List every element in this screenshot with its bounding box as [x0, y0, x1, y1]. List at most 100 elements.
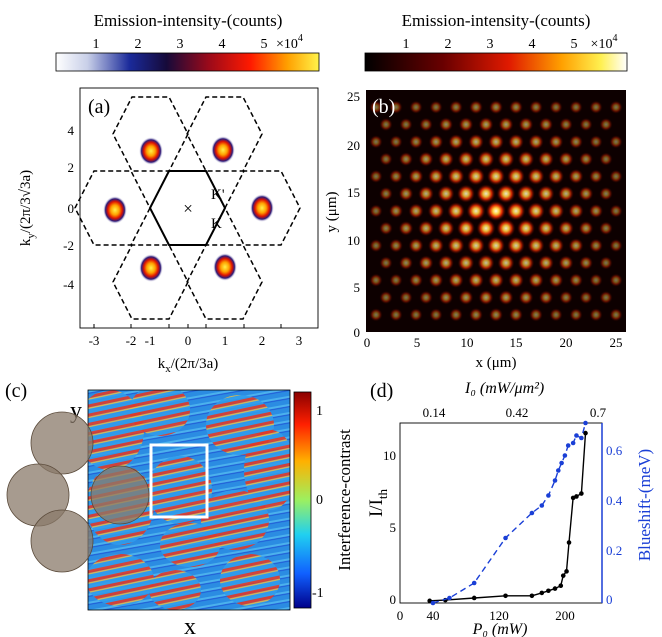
- lattice-spot: [559, 290, 573, 305]
- intensity-point: [546, 588, 551, 594]
- lattice-spot: [418, 255, 434, 271]
- lattice-spot: [529, 100, 543, 115]
- lattice-spot: [437, 185, 455, 203]
- lattice-spot: [488, 100, 504, 115]
- plot-b-xtick: 25: [610, 335, 623, 350]
- left-tick: 10: [383, 448, 396, 463]
- k-prime-label: K': [211, 187, 225, 203]
- lattice-spot: [506, 201, 526, 221]
- lattice-spot: [438, 151, 454, 168]
- lattice-spot: [516, 184, 536, 203]
- lattice-spot: [516, 219, 536, 238]
- lattice-spot: [599, 152, 613, 166]
- lattice-spot: [518, 290, 534, 305]
- lattice-spot: [448, 272, 464, 288]
- plot-b-ytick: 15: [347, 185, 360, 200]
- lattice-spot: [419, 117, 433, 132]
- lattice-spot: [469, 307, 483, 322]
- panel-a: Emission-intensity-(counts) 1 2 3 4 5 ×1…: [18, 11, 320, 375]
- lattice-spot: [589, 308, 603, 322]
- left-tick: 5: [390, 520, 397, 535]
- lattice-spot: [578, 152, 594, 167]
- plot-a-ylabel: ky/(2π/3√3a): [18, 170, 37, 246]
- lattice-spot: [528, 134, 544, 150]
- panel-label-b: (b): [372, 96, 395, 118]
- lattice-spot: [438, 254, 454, 271]
- lattice-spot: [429, 308, 443, 322]
- emission-spot: [139, 137, 163, 165]
- lattice-spot: [369, 169, 383, 183]
- intensity-point: [566, 540, 572, 545]
- lattice-spot: [548, 134, 564, 150]
- blueshift-point: [552, 478, 558, 483]
- lattice-spot: [468, 272, 484, 289]
- colorbar-c-tick: 1: [316, 404, 323, 419]
- panel-label-a: (a): [88, 96, 110, 118]
- lattice-spot: [427, 168, 445, 185]
- lattice-spot: [498, 289, 514, 306]
- plot-b-ytick: 5: [354, 280, 361, 295]
- lattice-spot: [427, 202, 445, 220]
- colorbar-b: [364, 52, 628, 72]
- lattice-spot: [529, 307, 543, 322]
- lattice-spot: [369, 100, 383, 114]
- emission-spot: [211, 136, 235, 164]
- blueshift-point: [546, 493, 551, 498]
- zone-left: [74, 170, 151, 246]
- lattice-spot: [389, 238, 403, 253]
- lattice-spot: [558, 220, 574, 237]
- lattice-spot: [467, 236, 485, 255]
- top-axis-ticks: 0.14 0.42 0.7: [423, 405, 607, 420]
- lattice-spot: [478, 116, 494, 133]
- lattice-spot: [486, 236, 506, 255]
- lattice-spot: [476, 218, 496, 238]
- fringe-patch: [149, 570, 201, 610]
- lattice-spot: [399, 290, 413, 305]
- plot-a-ytick: 0: [68, 201, 75, 216]
- lattice-spot: [388, 203, 404, 219]
- blueshift-point: [430, 600, 436, 606]
- lattice-spot: [547, 202, 565, 220]
- lattice-spot: [579, 117, 593, 132]
- plot-b-ytick: 25: [347, 89, 360, 104]
- bottom-tick: 0: [397, 608, 404, 623]
- top-tick: 0.14: [423, 405, 446, 420]
- lattice-spot: [469, 100, 483, 115]
- lattice-spot: [468, 133, 484, 150]
- emission-spot: [103, 196, 127, 224]
- plot-a-xtick: -1: [145, 333, 156, 348]
- plot-a-xtick: -2: [126, 333, 137, 348]
- intensity-point: [583, 430, 588, 436]
- colorbar-a: [55, 52, 320, 72]
- intensity-point: [560, 573, 566, 578]
- center-marker: ×: [183, 199, 193, 218]
- lattice-spot: [508, 133, 524, 150]
- lattice-spot: [509, 100, 523, 115]
- colorbar-b-tick-1: 1: [403, 37, 410, 52]
- blueshift-point: [562, 453, 568, 458]
- colorbar-a-tick-2: 2: [135, 37, 142, 52]
- pillar: [90, 465, 150, 525]
- lattice-spot: [558, 151, 574, 167]
- lattice-spot: [476, 184, 496, 204]
- plot-a-xlabel: kx/(2π/3a): [158, 356, 219, 375]
- lattice-spot: [496, 184, 516, 204]
- plot-b-xtick: 10: [461, 335, 474, 350]
- intensity-point: [552, 586, 558, 591]
- colorbar-c-ticks: 1 0 -1: [312, 404, 324, 601]
- lattice-spot: [507, 236, 525, 255]
- colorbar-b-tick-3: 3: [487, 37, 494, 52]
- colorbar-a-multiplier: ×104: [276, 33, 303, 52]
- left-axis-ticks: 0 5 10: [383, 448, 396, 607]
- lattice-spot: [438, 290, 454, 305]
- lattice-spot: [487, 272, 505, 289]
- lattice-spot: [538, 254, 554, 271]
- bottom-axis-ticks: 0 40 120 200: [397, 608, 575, 623]
- plot-a-xtick: 1: [222, 333, 229, 348]
- pillar-overlay: [6, 411, 150, 573]
- brillouin-zones: [74, 96, 301, 320]
- lattice-spot: [547, 237, 565, 254]
- lattice-spot: [599, 221, 613, 236]
- colorbar-a-tick-5: 5: [261, 37, 268, 52]
- colorbar-b-tick-5: 5: [571, 37, 578, 52]
